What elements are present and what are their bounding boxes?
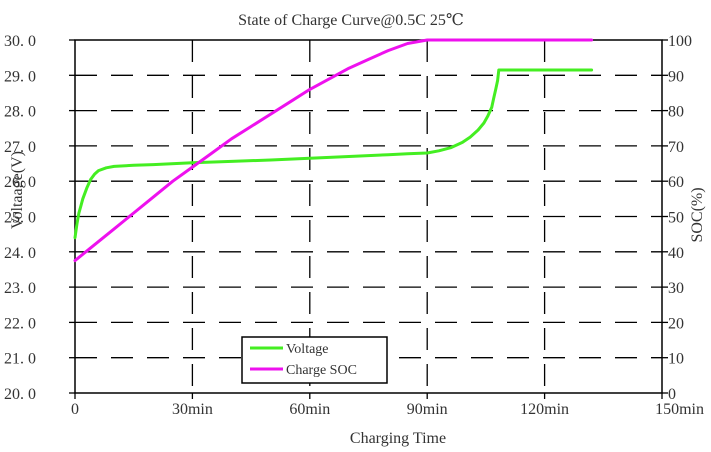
y2-tick-label-3: 30: [668, 280, 684, 297]
y2-tick-label-2: 20: [668, 315, 684, 332]
y-tick-label-8: 28. 0: [4, 104, 36, 121]
y2-tick-label-6: 60: [668, 174, 684, 191]
y2-tick-label-9: 90: [668, 68, 684, 85]
y2-tick-label-4: 40: [668, 245, 684, 262]
x-axis-label: Charging Time: [350, 430, 446, 447]
y2-tick-label-0: 0: [668, 386, 676, 403]
legend-box: [241, 336, 388, 384]
y-tick-label-10: 30. 0: [4, 33, 36, 50]
y-tick-label-9: 29. 0: [4, 68, 36, 85]
y2-tick-label-8: 80: [668, 104, 684, 121]
x-tick-label-1: 30min: [172, 401, 213, 418]
y-axis-label: Voltaage(V): [9, 151, 26, 229]
y2-tick-label-7: 70: [668, 139, 684, 156]
y-tick-label-6: 26. 0: [4, 174, 36, 191]
legend: Voltage Charge SOC: [241, 336, 388, 384]
y-tick-label-4: 24. 0: [4, 245, 36, 262]
y2-tick-label-10: 100: [668, 33, 692, 50]
x-tick-label-2: 60min: [289, 401, 330, 418]
grid: [75, 40, 662, 393]
y-tick-label-5: 25. 0: [4, 210, 36, 227]
series: [73, 38, 594, 263]
y2-tick-label-5: 50: [668, 210, 684, 227]
series-line-voltage: [73, 68, 594, 240]
y2-tick-label-1: 10: [668, 351, 684, 368]
y-tick-label-1: 21. 0: [4, 351, 36, 368]
y-tick-label-0: 20. 0: [4, 386, 36, 403]
y-tick-label-7: 27. 0: [4, 139, 36, 156]
y2-axis-label: SOC(%): [689, 187, 706, 242]
series-line-charge-soc: [73, 38, 594, 263]
ticks: 20. 0 21. 0 22. 0 23. 0 24. 0 25. 0 26. 0 27. 0…: [4, 33, 704, 418]
y-tick-label-2: 22. 0: [4, 315, 36, 332]
x-tick-label-0: 0: [71, 401, 79, 418]
x-tick-label-4: 120min: [520, 401, 569, 418]
chart-title: State of Charge Curve@0.5C 25℃: [238, 12, 464, 29]
x-tick-label-3: 90min: [407, 401, 448, 418]
x-tick-label-5: 150min: [655, 401, 704, 418]
legend-label-soc: Charge SOC: [286, 363, 357, 378]
y-tick-label-3: 23. 0: [4, 280, 36, 297]
legend-label-voltage: Voltage: [286, 342, 329, 357]
